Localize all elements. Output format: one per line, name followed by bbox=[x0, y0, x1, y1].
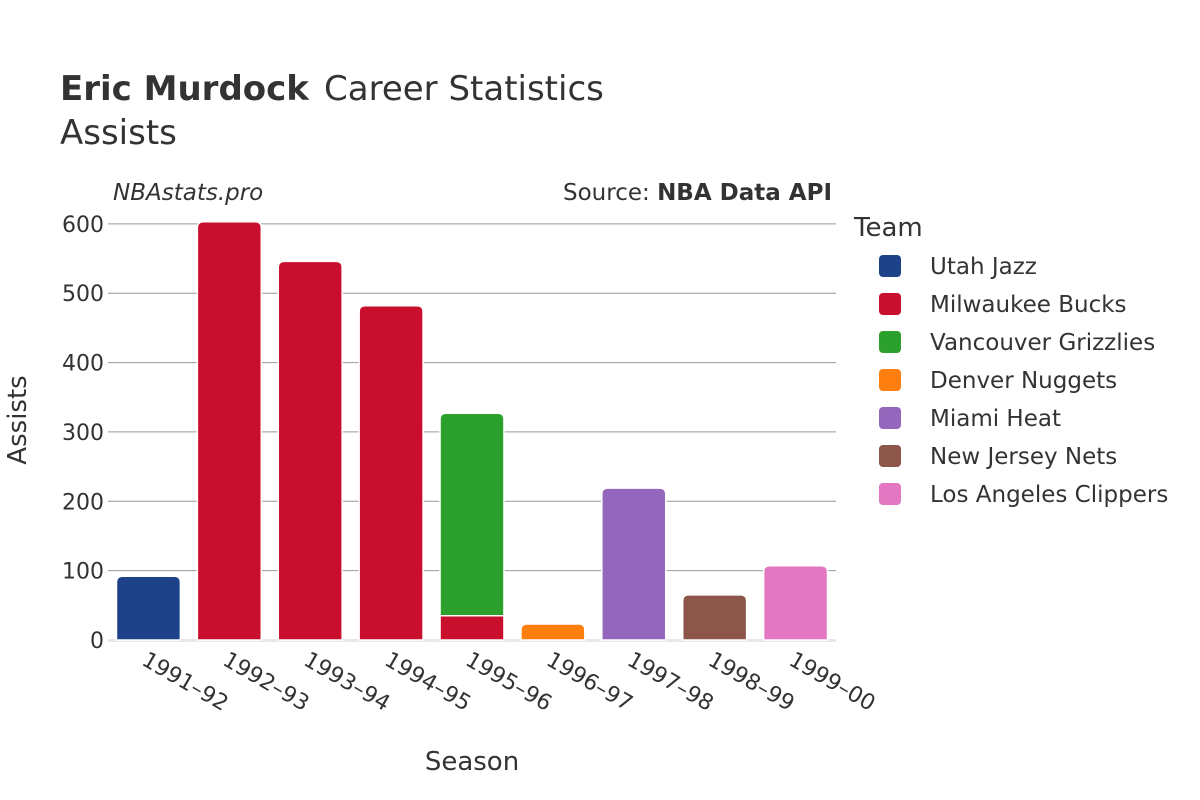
x-tick-label: 1997–98 bbox=[623, 648, 718, 717]
y-tick-label: 0 bbox=[90, 629, 104, 654]
legend-swatch bbox=[879, 445, 901, 467]
legend-swatch bbox=[879, 293, 901, 315]
legend-label: Los Angeles Clippers bbox=[930, 482, 1168, 508]
legend-item[interactable]: Utah Jazz bbox=[879, 254, 1037, 280]
chart-subtitle: Assists bbox=[60, 113, 177, 153]
y-tick-label: 300 bbox=[62, 421, 104, 446]
chart-title: Eric Murdock Career Statistics bbox=[60, 69, 604, 109]
x-tick-label: 1994–95 bbox=[380, 648, 475, 717]
source-prefix: Source: bbox=[563, 180, 657, 206]
y-tick-label: 200 bbox=[62, 490, 104, 515]
bars bbox=[115, 221, 829, 641]
legend-title: Team bbox=[853, 213, 923, 243]
legend-label: Milwaukee Bucks bbox=[930, 292, 1127, 318]
y-tick-label: 100 bbox=[62, 560, 104, 585]
bar-1991–92-utah-jazz bbox=[115, 575, 182, 641]
legend-label: Vancouver Grizzlies bbox=[930, 330, 1155, 356]
x-tick-label: 1998–99 bbox=[704, 648, 799, 717]
source-name: NBA Data API bbox=[657, 180, 832, 206]
y-axis-ticks: 0 100 200 300 400 500 600 bbox=[62, 213, 104, 654]
bar-1996–97-denver-nuggets bbox=[520, 623, 586, 641]
bar-1998–99-new-jersey-nets bbox=[681, 594, 748, 641]
legend-swatch bbox=[879, 483, 901, 505]
bar-1994–95-milwaukee-bucks bbox=[358, 304, 424, 641]
x-tick-label: 1992–93 bbox=[218, 648, 313, 717]
legend-label: New Jersey Nets bbox=[930, 444, 1117, 470]
y-tick-label: 400 bbox=[62, 352, 104, 377]
legend-item[interactable]: Miami Heat bbox=[879, 406, 1061, 432]
x-axis-ticks: 1991–921992–931993–941994–951995–961996–… bbox=[137, 648, 879, 717]
legend-item[interactable]: Los Angeles Clippers bbox=[879, 482, 1168, 508]
x-tick-label: 1996–97 bbox=[542, 648, 637, 717]
bar-1992–93-milwaukee-bucks bbox=[196, 221, 263, 641]
x-tick-label: 1999–00 bbox=[785, 648, 880, 717]
x-axis-title: Season bbox=[425, 747, 519, 777]
legend: Team Utah Jazz Milwaukee Bucks Vancouver G… bbox=[853, 213, 1168, 508]
chart-title-rest: Career Statistics bbox=[324, 69, 604, 109]
y-axis-title: Assists bbox=[3, 375, 33, 464]
legend-item[interactable]: New Jersey Nets bbox=[879, 444, 1117, 470]
x-tick-label: 1995–96 bbox=[461, 648, 556, 717]
x-tick-label: 1993–94 bbox=[299, 648, 394, 717]
legend-label: Miami Heat bbox=[930, 406, 1061, 432]
chart-title-player: Eric Murdock bbox=[60, 69, 310, 109]
bar-1999–00-los-angeles-clippers bbox=[762, 565, 829, 641]
legend-item[interactable]: Vancouver Grizzlies bbox=[879, 330, 1155, 356]
y-tick-label: 600 bbox=[62, 213, 104, 238]
legend-swatch bbox=[879, 369, 901, 391]
legend-swatch bbox=[879, 407, 901, 429]
source-credit: Source: NBA Data API bbox=[563, 180, 832, 206]
legend-item[interactable]: Milwaukee Bucks bbox=[879, 292, 1127, 318]
bar-1995–96-milwaukee-bucks bbox=[439, 614, 505, 641]
bar-1993–94-milwaukee-bucks bbox=[277, 260, 343, 641]
bar-1995–96-vancouver-grizzlies bbox=[439, 412, 505, 617]
x-tick-label: 1991–92 bbox=[137, 648, 232, 717]
legend-label: Utah Jazz bbox=[930, 254, 1037, 280]
y-tick-label: 500 bbox=[62, 282, 104, 307]
legend-swatch bbox=[879, 255, 901, 277]
legend-swatch bbox=[879, 331, 901, 353]
legend-item[interactable]: Denver Nuggets bbox=[879, 368, 1117, 394]
watermark: NBAstats.pro bbox=[113, 180, 263, 206]
bar-1997–98-miami-heat bbox=[601, 487, 667, 641]
legend-label: Denver Nuggets bbox=[930, 368, 1117, 394]
